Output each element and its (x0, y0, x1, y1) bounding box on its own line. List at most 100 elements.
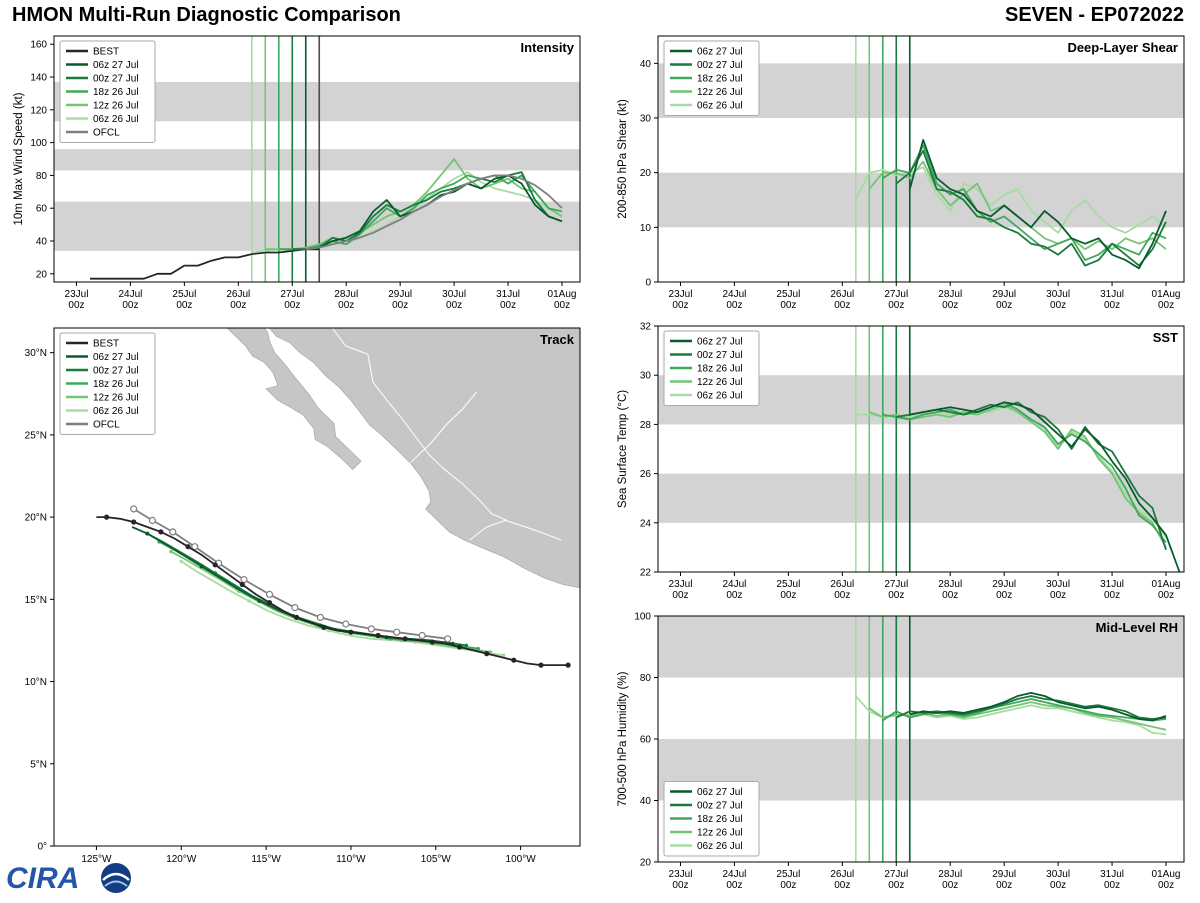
track-point (130, 505, 138, 513)
svg-text:28Jul: 28Jul (938, 579, 962, 590)
svg-text:00z: 00z (338, 300, 354, 311)
sst-panel: 23Jul 00z 24Jul 00z 25Jul 00z 26Jul 00z 27Jul 00z… (612, 320, 1192, 608)
track-point (367, 625, 375, 633)
svg-text:22: 22 (640, 568, 652, 579)
svg-text:30°N: 30°N (25, 348, 47, 359)
track-point (402, 636, 408, 642)
svg-text:24Jul: 24Jul (722, 289, 746, 300)
svg-text:00z: 00z (446, 300, 462, 311)
track-point (294, 614, 300, 620)
svg-text:18z 26 Jul: 18z 26 Jul (697, 74, 743, 85)
track-point (429, 639, 435, 645)
svg-text:30Jul: 30Jul (1046, 579, 1070, 590)
svg-text:140: 140 (30, 73, 47, 84)
svg-text:00z: 00z (996, 300, 1012, 311)
svg-text:00z: 00z (996, 880, 1012, 891)
track-point (484, 651, 490, 657)
svg-text:25Jul: 25Jul (776, 869, 800, 880)
svg-text:00z: 00z (1158, 300, 1174, 311)
legend-box (663, 40, 760, 116)
svg-text:00z: 00z (726, 590, 742, 601)
svg-text:25Jul: 25Jul (776, 579, 800, 590)
series-line (882, 144, 1167, 262)
land-polygon (226, 328, 362, 470)
track-line (133, 508, 448, 640)
track-point (464, 643, 469, 648)
svg-text:120: 120 (30, 105, 47, 116)
legend-box (663, 330, 760, 406)
svg-text:18z 26 Jul: 18z 26 Jul (697, 364, 743, 375)
svg-text:00z: 00z (1104, 590, 1120, 601)
track-point (327, 628, 331, 633)
svg-text:06z 27 Jul: 06z 27 Jul (93, 60, 139, 71)
svg-text:00z: 00z (284, 300, 300, 311)
svg-text:12z 26 Jul: 12z 26 Jul (93, 393, 139, 404)
cira-logo-globe-icon (101, 863, 131, 893)
series-line (896, 401, 1167, 551)
svg-text:100: 100 (634, 612, 651, 623)
svg-text:06z 26 Jul: 06z 26 Jul (697, 841, 743, 852)
track-point (511, 657, 517, 663)
svg-text:5°N: 5°N (30, 759, 47, 770)
series-line (868, 701, 1167, 731)
mid-level-rh-panel: 23Jul 00z 24Jul 00z 25Jul 00z 26Jul 00z 27Jul 00z… (612, 610, 1192, 898)
cira-logo: CIRA (6, 862, 131, 895)
svg-text:0: 0 (645, 278, 651, 289)
svg-text:26Jul: 26Jul (226, 289, 250, 300)
svg-text:28Jul: 28Jul (938, 869, 962, 880)
series-line (855, 695, 1167, 736)
svg-text:30: 30 (640, 114, 652, 125)
svg-text:00z: 00z (780, 880, 796, 891)
svg-text:12z 26 Jul: 12z 26 Jul (697, 377, 743, 388)
track-chart: 125°W 120°W 115°W 110°W 105°W 100°W 0° 5°N 10°N 1… (25, 327, 581, 865)
svg-text:24Jul: 24Jul (722, 869, 746, 880)
svg-text:00z: 00z (500, 300, 516, 311)
svg-text:00z: 00z (230, 300, 246, 311)
svg-text:00z: 00z (554, 300, 570, 311)
svg-text:40: 40 (640, 796, 652, 807)
svg-text:28Jul: 28Jul (938, 289, 962, 300)
svg-text:80: 80 (640, 673, 652, 684)
svg-text:00z: 00z (942, 880, 958, 891)
track-point (148, 516, 156, 524)
svg-text:0°: 0° (37, 842, 47, 853)
svg-text:27Jul: 27Jul (884, 869, 908, 880)
svg-text:29Jul: 29Jul (992, 579, 1016, 590)
svg-text:29Jul: 29Jul (992, 289, 1016, 300)
svg-text:06z 26 Jul: 06z 26 Jul (93, 114, 139, 125)
svg-text:29Jul: 29Jul (992, 869, 1016, 880)
svg-text:700-500 hPa Humidity (%): 700-500 hPa Humidity (%) (617, 671, 629, 806)
series-line (909, 692, 1167, 722)
svg-text:28Jul: 28Jul (334, 289, 358, 300)
track-point (291, 604, 299, 612)
svg-text:06z 26 Jul: 06z 26 Jul (697, 101, 743, 112)
svg-text:27Jul: 27Jul (884, 289, 908, 300)
svg-text:06z 26 Jul: 06z 26 Jul (93, 406, 139, 417)
svg-text:Mid-Level RH: Mid-Level RH (1096, 620, 1178, 635)
svg-text:23Jul: 23Jul (65, 289, 89, 300)
svg-text:31Jul: 31Jul (1100, 869, 1124, 880)
svg-text:25°N: 25°N (25, 430, 47, 441)
svg-text:00z: 00z (942, 300, 958, 311)
storm-id: SEVEN - EP072022 (1005, 4, 1184, 26)
svg-text:27Jul: 27Jul (280, 289, 304, 300)
cira-logo-wave2-icon (104, 880, 128, 887)
svg-text:00z: 00z (68, 300, 84, 311)
svg-text:40: 40 (640, 59, 652, 70)
svg-text:24Jul: 24Jul (118, 289, 142, 300)
svg-text:28: 28 (640, 420, 652, 431)
svg-text:00z: 00z (672, 880, 688, 891)
svg-text:SST: SST (1153, 330, 1178, 345)
track-point (321, 624, 327, 630)
intensity-panel: 23Jul 00z 24Jul 00z 25Jul 00z 26Jul 00z 27Jul 00z… (8, 30, 588, 318)
svg-text:18z 26 Jul: 18z 26 Jul (93, 87, 139, 98)
svg-text:00z: 00z (672, 300, 688, 311)
svg-text:20: 20 (640, 858, 652, 869)
svg-text:18z 26 Jul: 18z 26 Jul (93, 379, 139, 390)
track-point (247, 599, 251, 603)
track-point (257, 599, 262, 603)
svg-text:01Aug: 01Aug (1152, 579, 1181, 590)
track-point (131, 519, 137, 525)
svg-text:10: 10 (640, 223, 652, 234)
svg-text:100: 100 (30, 138, 47, 149)
